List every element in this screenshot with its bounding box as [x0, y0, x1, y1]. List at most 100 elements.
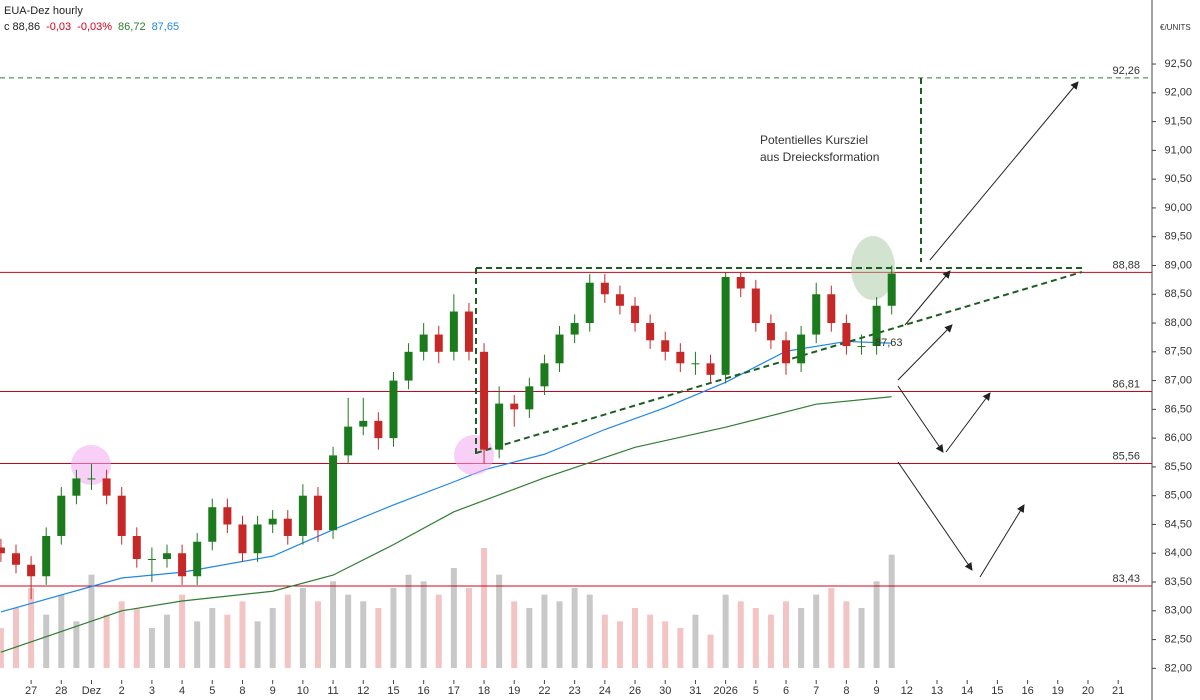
- y-tick-label: 84,50: [1164, 518, 1192, 530]
- header-value: -0,03: [46, 21, 72, 33]
- volume-bar: [677, 628, 684, 668]
- candle-body: [238, 524, 247, 554]
- candle-body: [646, 323, 655, 341]
- volume-bar: [465, 588, 472, 668]
- x-tick-label: 26: [629, 685, 641, 697]
- candle-body: [344, 426, 353, 456]
- x-tick-label: 12: [357, 685, 369, 697]
- candle-body: [570, 323, 579, 335]
- plot: [0, 77, 1152, 668]
- volume-bar: [737, 601, 744, 668]
- level-label: 83,43: [1112, 573, 1140, 585]
- y-tick-label: 92,00: [1164, 87, 1192, 99]
- x-tick-label: 16: [1021, 685, 1033, 697]
- candle-body: [253, 524, 262, 554]
- volume-bar: [526, 608, 533, 668]
- y-unit: €/UNITS: [1160, 23, 1191, 32]
- volume-bar: [873, 581, 880, 668]
- candle-body: [449, 311, 458, 352]
- x-tick-label: 9: [270, 685, 276, 697]
- candle-body: [42, 535, 51, 577]
- candle-body: [162, 553, 171, 559]
- candle-body: [706, 363, 715, 375]
- volume-bar: [179, 594, 186, 668]
- candle-body: [540, 363, 549, 387]
- volume-bar: [828, 588, 835, 668]
- candle-body: [298, 495, 307, 536]
- candle-body: [661, 340, 670, 352]
- x-tick-label: 30: [659, 685, 671, 697]
- y-tick-label: 82,00: [1164, 662, 1192, 674]
- x-tick-label: 27: [25, 685, 37, 697]
- candle-body: [72, 478, 81, 496]
- y-tick-label: 83,50: [1164, 576, 1192, 588]
- candle-body: [434, 334, 443, 352]
- arrows: [897, 81, 1079, 578]
- candle-body: [404, 351, 413, 381]
- x-tick-label: Dez: [82, 685, 102, 697]
- candle-body: [480, 351, 489, 450]
- level-label: 88,88: [1112, 259, 1140, 271]
- candle-body: [374, 420, 383, 439]
- y-tick-label: 87,50: [1164, 346, 1192, 358]
- candle-body: [147, 558, 156, 560]
- volume-bar: [103, 614, 110, 668]
- moving-average: [0, 396, 892, 653]
- volume-bar: [314, 601, 321, 668]
- y-tick-label: 90,50: [1164, 173, 1192, 185]
- candle-body: [555, 334, 564, 364]
- y-tick-label: 83,00: [1164, 605, 1192, 617]
- x-tick-label: 15: [991, 685, 1003, 697]
- candle-body: [631, 305, 640, 324]
- candle-body: [691, 363, 700, 365]
- candle-body: [117, 495, 126, 536]
- x-tick-label: 14: [961, 685, 973, 697]
- volume-bar: [813, 594, 820, 668]
- volume-bar: [601, 614, 608, 668]
- candle-body: [797, 334, 806, 364]
- candle-body: [887, 273, 896, 306]
- x-tick-label: 12: [901, 685, 913, 697]
- y-tick-label: 86,50: [1164, 403, 1192, 415]
- volume-bar: [571, 588, 578, 668]
- candle-body: [525, 386, 534, 410]
- volume-bar: [798, 608, 805, 668]
- x-tick-label: 21: [1112, 685, 1124, 697]
- volume-bar: [284, 594, 291, 668]
- triangle: [475, 267, 1083, 455]
- volume-bar: [224, 614, 231, 668]
- x-tick-label: 9: [874, 685, 880, 697]
- candle-body: [842, 323, 851, 347]
- volume-bar: [269, 608, 276, 668]
- volume-bar: [647, 614, 654, 668]
- volume-bar: [390, 588, 397, 668]
- volume-bar: [496, 574, 503, 668]
- y-tick-label: 91,50: [1164, 116, 1192, 128]
- candle-body: [193, 541, 202, 577]
- volume-bar: [299, 588, 306, 668]
- candle-body: [283, 518, 292, 536]
- volume-bar: [450, 568, 457, 668]
- candle-body: [57, 495, 66, 536]
- y-tick-label: 85,00: [1164, 490, 1192, 502]
- volume-bar: [541, 594, 548, 668]
- header-value: 86,72: [118, 21, 146, 33]
- y-tick-label: 89,50: [1164, 231, 1192, 243]
- x-tick-label: 3: [149, 685, 155, 697]
- candle-body: [751, 288, 760, 324]
- y-tick-label: 84,00: [1164, 547, 1192, 559]
- candle-body: [721, 276, 730, 375]
- x-tick-label: 6: [783, 685, 789, 697]
- candle-body: [585, 282, 594, 324]
- candle-body: [329, 455, 338, 531]
- candle-body: [419, 334, 428, 352]
- volume-bar: [556, 601, 563, 668]
- drawings: [71, 78, 1083, 578]
- header: EUA-Dez hourly c 88,86 -0,03 -0,03% 86,72 87…: [4, 3, 185, 35]
- candle-body: [812, 294, 821, 335]
- header-value: 87,65: [151, 21, 180, 33]
- y-tick-label: 91,00: [1164, 144, 1192, 156]
- volume-bar: [888, 554, 895, 668]
- candle-body: [132, 535, 141, 559]
